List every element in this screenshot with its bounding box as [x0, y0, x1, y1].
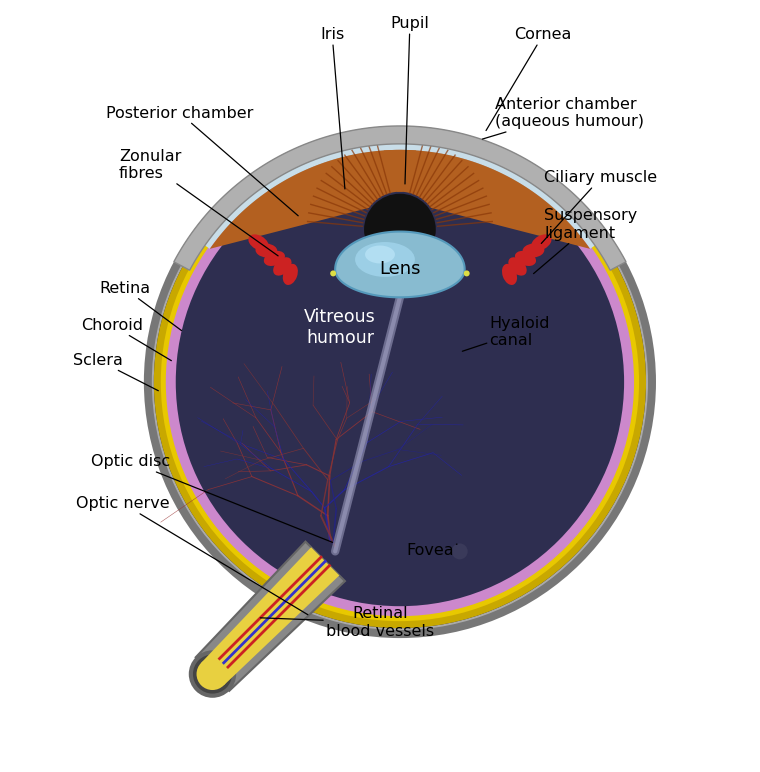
- Polygon shape: [384, 150, 590, 249]
- Circle shape: [161, 143, 639, 621]
- Polygon shape: [196, 542, 345, 691]
- Circle shape: [154, 136, 646, 628]
- Polygon shape: [174, 126, 626, 270]
- Text: Optic nerve: Optic nerve: [76, 496, 308, 615]
- Ellipse shape: [508, 257, 527, 276]
- Text: Iris: Iris: [320, 27, 345, 189]
- Text: Choroid: Choroid: [81, 318, 171, 361]
- Text: Pupil: Pupil: [391, 16, 429, 184]
- Ellipse shape: [365, 245, 395, 263]
- Text: Lens: Lens: [379, 260, 421, 279]
- Polygon shape: [210, 150, 416, 249]
- Circle shape: [144, 126, 656, 638]
- Ellipse shape: [355, 242, 415, 277]
- Text: Hyaloid
canal: Hyaloid canal: [462, 316, 550, 351]
- Circle shape: [152, 134, 648, 630]
- Circle shape: [197, 659, 229, 690]
- Circle shape: [188, 650, 236, 698]
- Text: Optic disc: Optic disc: [91, 454, 333, 543]
- Text: Ciliary muscle: Ciliary muscle: [541, 171, 657, 243]
- Ellipse shape: [502, 264, 517, 285]
- Text: Retinal
blood vessels: Retinal blood vessels: [261, 606, 434, 638]
- Polygon shape: [205, 144, 595, 249]
- Polygon shape: [204, 134, 595, 238]
- Polygon shape: [335, 232, 464, 297]
- Circle shape: [166, 148, 634, 616]
- Circle shape: [464, 270, 470, 276]
- Circle shape: [154, 136, 646, 628]
- Ellipse shape: [264, 251, 285, 266]
- Circle shape: [330, 270, 336, 276]
- Ellipse shape: [523, 243, 544, 258]
- Ellipse shape: [283, 264, 298, 285]
- Circle shape: [193, 655, 232, 693]
- Text: Retina: Retina: [99, 281, 182, 330]
- Text: Vitreous
humour: Vitreous humour: [304, 308, 376, 347]
- Text: Suspensory
ligament: Suspensory ligament: [534, 208, 638, 273]
- Ellipse shape: [273, 257, 292, 276]
- Ellipse shape: [255, 243, 277, 258]
- Circle shape: [451, 543, 467, 560]
- Text: Anterior chamber
(aqueous humour): Anterior chamber (aqueous humour): [483, 96, 644, 139]
- Ellipse shape: [249, 235, 268, 251]
- Text: Zonular
fibres: Zonular fibres: [119, 149, 278, 256]
- Text: Sclera: Sclera: [73, 353, 158, 391]
- Text: Fovea: Fovea: [406, 543, 457, 558]
- Circle shape: [176, 157, 624, 606]
- Text: Posterior chamber: Posterior chamber: [106, 106, 298, 216]
- Text: Cornea: Cornea: [486, 27, 572, 130]
- Circle shape: [364, 194, 435, 266]
- Polygon shape: [201, 547, 339, 686]
- Polygon shape: [223, 157, 577, 244]
- Ellipse shape: [531, 235, 552, 251]
- Ellipse shape: [515, 251, 536, 266]
